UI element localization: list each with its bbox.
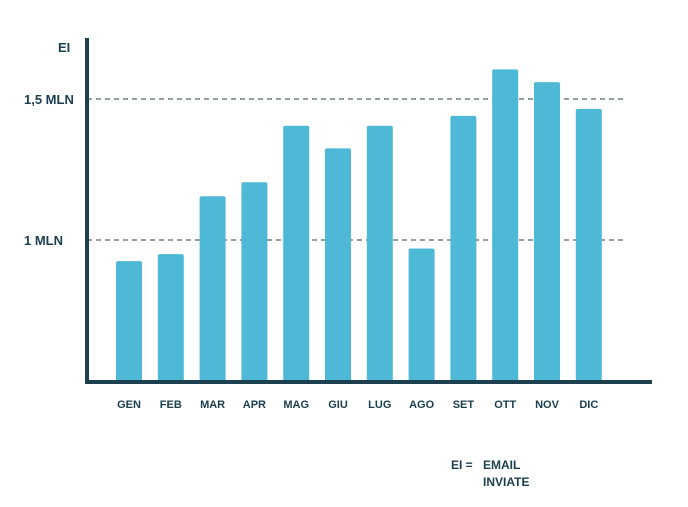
bar-apr [241,182,268,381]
bar-giu [325,148,351,381]
bar-lug [366,125,393,381]
x-tick-label: DIC [579,399,598,411]
x-tick-label: LUG [368,399,391,411]
x-tick-label: MAR [200,399,225,411]
x-tick-label: GEN [117,399,141,411]
bar-ago [408,248,435,381]
bar-dic [575,108,602,382]
x-tick-label: GIU [328,399,348,411]
legend-note-prefix: EI = [451,458,473,472]
labels: 1 MLN 1,5 MLN GEN FEB MAR APR MAG GIU LUG AGO SET O… [24,40,598,411]
axes [85,38,652,384]
x-tick-label: APR [243,399,266,411]
bar-nov [534,82,560,381]
legend-note-line1: EMAIL [483,458,520,472]
y-axis-label: EI [58,40,70,55]
bar-set [450,115,477,382]
x-tick-label: FEB [160,399,182,411]
bar-mar [199,196,226,381]
bars [116,69,602,382]
bar-ott [492,69,519,381]
bar-feb [157,254,184,381]
x-tick-label: AGO [409,399,435,411]
y-reference-label: 1,5 MLN [24,92,74,107]
x-tick-label: NOV [535,399,560,411]
x-tick-label: MAG [283,399,309,411]
bar-mag [283,125,310,381]
legend-note-line2: INVIATE [483,475,529,489]
x-tick-label: OTT [494,399,516,411]
y-reference-label: 1 MLN [24,233,63,248]
x-tick-label: SET [453,399,475,411]
legend-note: EI = EMAIL INVIATE [451,458,529,489]
bar-gen [116,261,142,381]
